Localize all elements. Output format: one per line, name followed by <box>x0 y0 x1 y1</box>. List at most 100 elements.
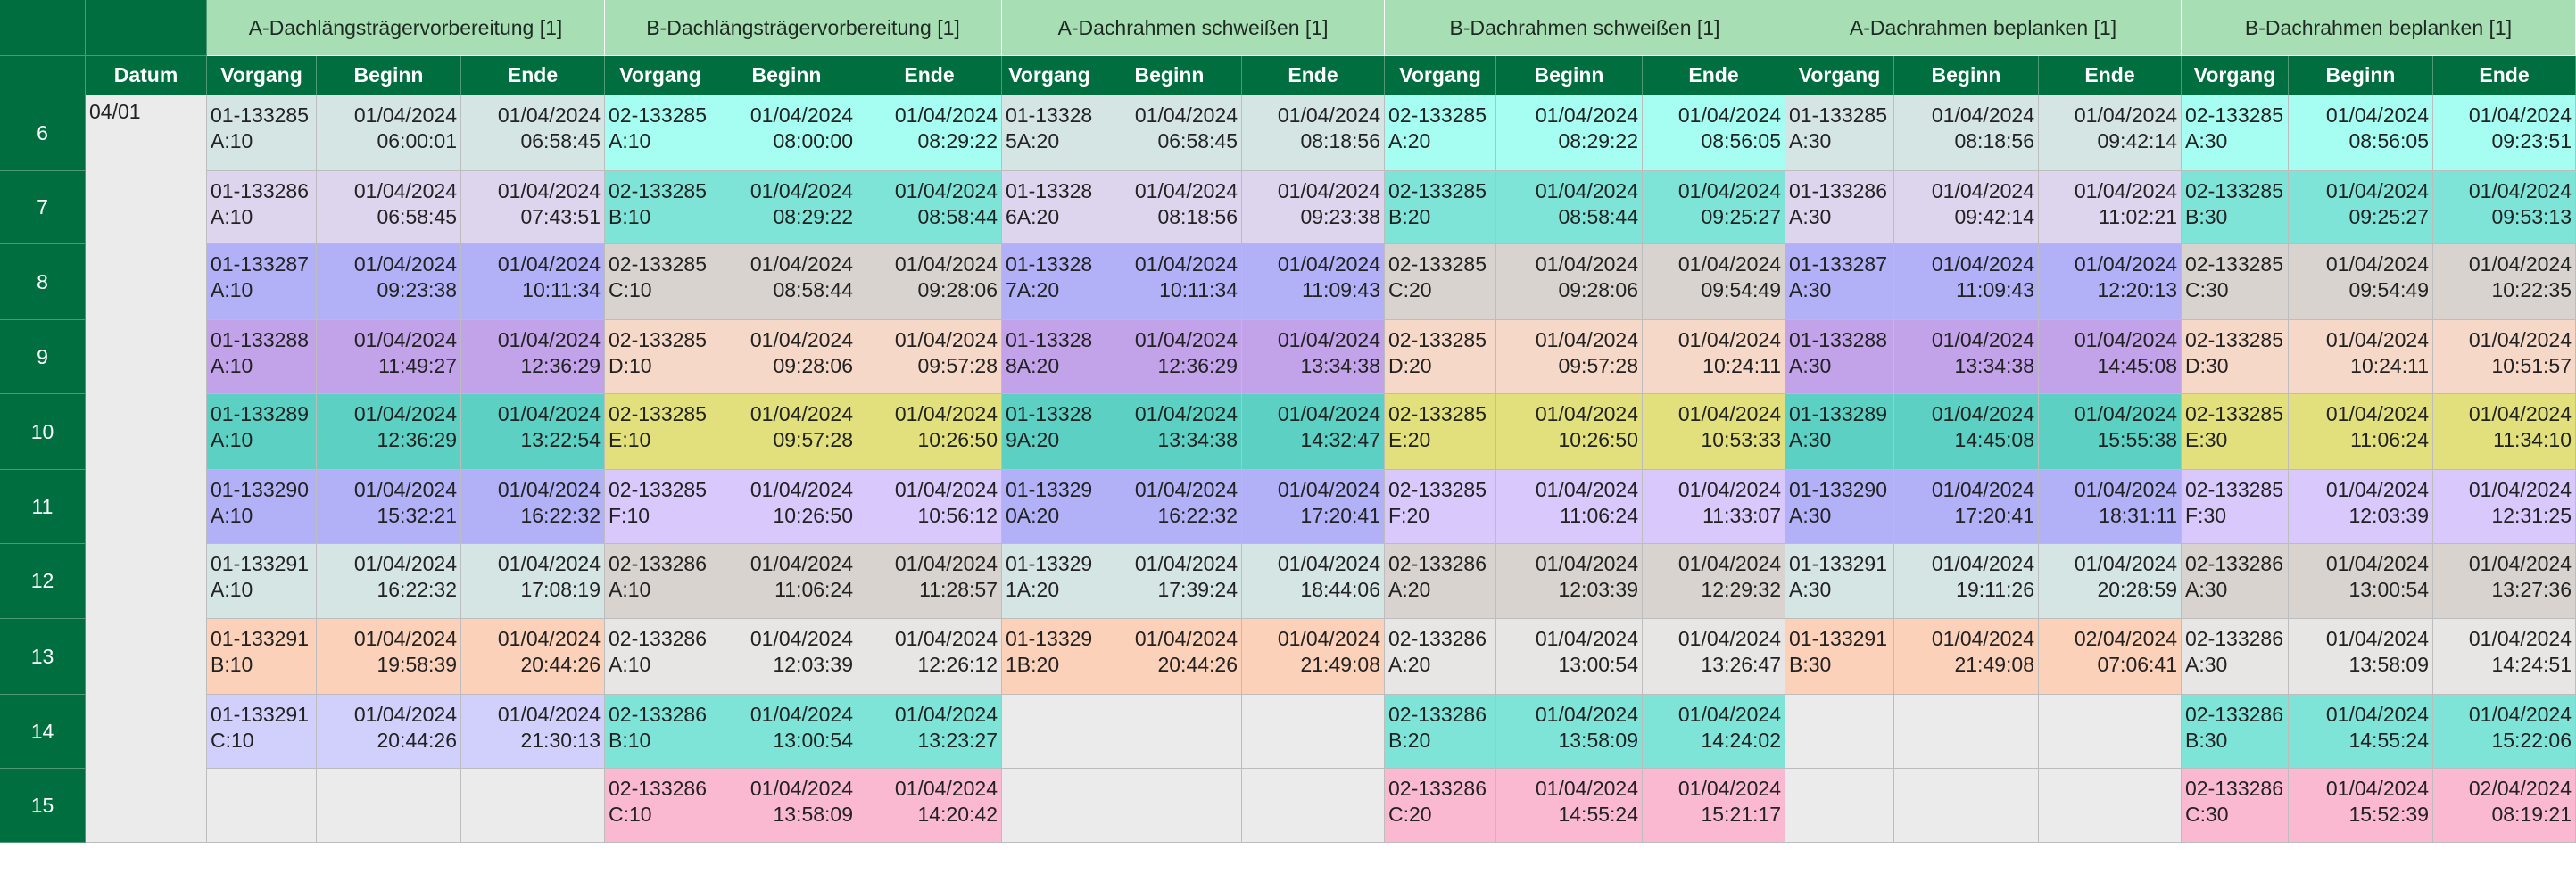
operation-cell[interactable]: 02-133286 A:20 <box>1385 619 1496 695</box>
time-cell[interactable]: 01/04/2024 06:58:45 <box>317 171 461 244</box>
time-cell[interactable]: 01/04/2024 06:58:45 <box>461 95 605 171</box>
datum-cell[interactable]: 04/01 <box>86 95 207 843</box>
time-cell[interactable]: 01/04/2024 13:26:47 <box>1643 619 1785 695</box>
time-cell[interactable]: 01/04/2024 12:20:13 <box>2039 244 2182 320</box>
time-cell[interactable]: 01/04/2024 14:55:24 <box>1496 769 1643 843</box>
time-cell[interactable]: 01/04/2024 12:29:32 <box>1643 544 1785 619</box>
operation-cell[interactable]: 01-13329 1B:20 <box>1002 619 1097 695</box>
time-cell[interactable]: 01/04/2024 15:32:21 <box>317 470 461 544</box>
time-cell[interactable]: 01/04/2024 10:56:12 <box>857 470 1002 544</box>
time-cell[interactable]: 01/04/2024 08:58:44 <box>857 171 1002 244</box>
time-cell[interactable]: 01/04/2024 08:29:22 <box>1496 95 1643 171</box>
row-header[interactable]: 6 <box>0 95 86 171</box>
operation-cell[interactable]: 01-13328 7A:20 <box>1002 244 1097 320</box>
empty-cell[interactable] <box>461 769 605 843</box>
empty-cell[interactable] <box>1242 769 1385 843</box>
operation-cell[interactable]: 02-133286 C:30 <box>2182 769 2289 843</box>
empty-cell[interactable] <box>1097 769 1242 843</box>
operation-cell[interactable]: 01-133291 B:10 <box>207 619 317 695</box>
time-cell[interactable]: 01/04/2024 13:58:09 <box>2289 619 2433 695</box>
time-cell[interactable]: 01/04/2024 12:36:29 <box>1097 320 1242 394</box>
time-cell[interactable]: 01/04/2024 19:11:26 <box>1894 544 2039 619</box>
operation-cell[interactable]: 02-133285 B:20 <box>1385 171 1496 244</box>
operation-cell[interactable]: 01-13329 0A:20 <box>1002 470 1097 544</box>
empty-cell[interactable] <box>1785 769 1894 843</box>
time-cell[interactable]: 01/04/2024 11:06:24 <box>2289 394 2433 470</box>
time-cell[interactable]: 01/04/2024 09:25:27 <box>2289 171 2433 244</box>
time-cell[interactable]: 01/04/2024 17:08:19 <box>461 544 605 619</box>
time-cell[interactable]: 01/04/2024 09:54:49 <box>1643 244 1785 320</box>
time-cell[interactable]: 01/04/2024 12:31:25 <box>2433 470 2576 544</box>
time-cell[interactable]: 01/04/2024 13:00:54 <box>2289 544 2433 619</box>
row-header[interactable]: 8 <box>0 244 86 320</box>
time-cell[interactable]: 01/04/2024 09:42:14 <box>1894 171 2039 244</box>
time-cell[interactable]: 01/04/2024 08:18:56 <box>1894 95 2039 171</box>
row-header[interactable]: 14 <box>0 695 86 769</box>
operation-cell[interactable]: 01-133291 C:10 <box>207 695 317 769</box>
time-cell[interactable]: 01/04/2024 11:28:57 <box>857 544 1002 619</box>
operation-cell[interactable]: 01-13328 8A:20 <box>1002 320 1097 394</box>
row-header[interactable]: 9 <box>0 320 86 394</box>
time-cell[interactable]: 01/04/2024 08:56:05 <box>1643 95 1785 171</box>
operation-cell[interactable]: 02-133285 D:10 <box>605 320 716 394</box>
time-cell[interactable]: 01/04/2024 12:03:39 <box>2289 470 2433 544</box>
time-cell[interactable]: 01/04/2024 08:29:22 <box>716 171 857 244</box>
time-cell[interactable]: 01/04/2024 09:28:06 <box>857 244 1002 320</box>
empty-cell[interactable] <box>2039 695 2182 769</box>
time-cell[interactable]: 01/04/2024 07:43:51 <box>461 171 605 244</box>
time-cell[interactable]: 01/04/2024 14:32:47 <box>1242 394 1385 470</box>
operation-cell[interactable]: 02-133285 C:20 <box>1385 244 1496 320</box>
time-cell[interactable]: 01/04/2024 11:33:07 <box>1643 470 1785 544</box>
operation-cell[interactable]: 02-133285 A:20 <box>1385 95 1496 171</box>
time-cell[interactable]: 01/04/2024 09:57:28 <box>1496 320 1643 394</box>
row-header[interactable]: 12 <box>0 544 86 619</box>
time-cell[interactable]: 01/04/2024 08:18:56 <box>1097 171 1242 244</box>
time-cell[interactable]: 01/04/2024 15:55:38 <box>2039 394 2182 470</box>
time-cell[interactable]: 01/04/2024 19:58:39 <box>317 619 461 695</box>
operation-cell[interactable]: 01-133291 A:10 <box>207 544 317 619</box>
time-cell[interactable]: 01/04/2024 12:36:29 <box>461 320 605 394</box>
time-cell[interactable]: 01/04/2024 16:22:32 <box>1097 470 1242 544</box>
time-cell[interactable]: 01/04/2024 09:25:27 <box>1643 171 1785 244</box>
time-cell[interactable]: 01/04/2024 14:24:02 <box>1643 695 1785 769</box>
time-cell[interactable]: 01/04/2024 14:55:24 <box>2289 695 2433 769</box>
time-cell[interactable]: 01/04/2024 10:53:33 <box>1643 394 1785 470</box>
time-cell[interactable]: 01/04/2024 17:20:41 <box>1894 470 2039 544</box>
row-header[interactable]: 13 <box>0 619 86 695</box>
operation-cell[interactable]: 01-13328 6A:20 <box>1002 171 1097 244</box>
time-cell[interactable]: 01/04/2024 20:44:26 <box>317 695 461 769</box>
time-cell[interactable]: 01/04/2024 13:34:38 <box>1894 320 2039 394</box>
time-cell[interactable]: 02/04/2024 07:06:41 <box>2039 619 2182 695</box>
time-cell[interactable]: 01/04/2024 11:02:21 <box>2039 171 2182 244</box>
time-cell[interactable]: 01/04/2024 13:00:54 <box>1496 619 1643 695</box>
operation-cell[interactable]: 02-133285 D:20 <box>1385 320 1496 394</box>
operation-cell[interactable]: 01-133289 A:10 <box>207 394 317 470</box>
operation-cell[interactable]: 01-133289 A:30 <box>1785 394 1894 470</box>
time-cell[interactable]: 01/04/2024 21:30:13 <box>461 695 605 769</box>
time-cell[interactable]: 01/04/2024 13:34:38 <box>1097 394 1242 470</box>
time-cell[interactable]: 01/04/2024 20:28:59 <box>2039 544 2182 619</box>
time-cell[interactable]: 01/04/2024 11:49:27 <box>317 320 461 394</box>
empty-cell[interactable] <box>1002 695 1097 769</box>
operation-cell[interactable]: 01-133287 A:10 <box>207 244 317 320</box>
row-header[interactable]: 10 <box>0 394 86 470</box>
operation-cell[interactable]: 02-133286 A:20 <box>1385 544 1496 619</box>
time-cell[interactable]: 01/04/2024 09:23:51 <box>2433 95 2576 171</box>
time-cell[interactable]: 01/04/2024 13:23:27 <box>857 695 1002 769</box>
operation-cell[interactable]: 02-133286 A:30 <box>2182 544 2289 619</box>
time-cell[interactable]: 01/04/2024 13:22:54 <box>461 394 605 470</box>
operation-cell[interactable]: 02-133285 E:30 <box>2182 394 2289 470</box>
time-cell[interactable]: 01/04/2024 15:21:17 <box>1643 769 1785 843</box>
empty-cell[interactable] <box>1894 769 2039 843</box>
time-cell[interactable]: 01/04/2024 11:06:24 <box>716 544 857 619</box>
operation-cell[interactable]: 02-133285 A:30 <box>2182 95 2289 171</box>
operation-cell[interactable]: 01-133291 B:30 <box>1785 619 1894 695</box>
operation-cell[interactable]: 02-133286 C:20 <box>1385 769 1496 843</box>
operation-cell[interactable]: 01-133291 A:30 <box>1785 544 1894 619</box>
time-cell[interactable]: 01/04/2024 10:26:50 <box>857 394 1002 470</box>
time-cell[interactable]: 01/04/2024 10:51:57 <box>2433 320 2576 394</box>
operation-cell[interactable]: 02-133286 A:30 <box>2182 619 2289 695</box>
operation-cell[interactable]: 01-133288 A:30 <box>1785 320 1894 394</box>
empty-cell[interactable] <box>207 769 317 843</box>
operation-cell[interactable]: 01-13328 9A:20 <box>1002 394 1097 470</box>
